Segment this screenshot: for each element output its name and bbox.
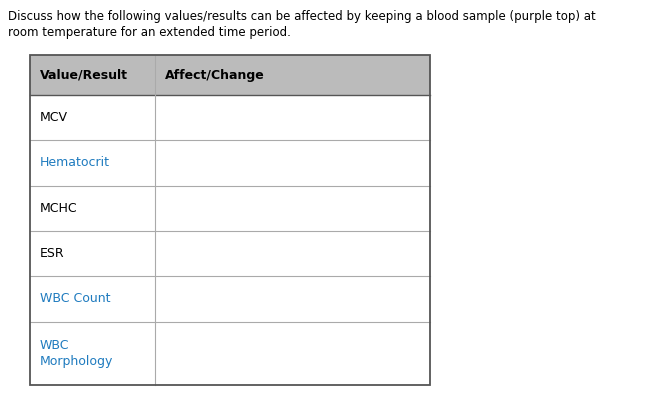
Text: WBC
Morphology: WBC Morphology [40, 339, 114, 368]
Text: room temperature for an extended time period.: room temperature for an extended time pe… [8, 26, 291, 39]
Text: Hematocrit: Hematocrit [40, 156, 110, 169]
Text: MCV: MCV [40, 111, 68, 124]
Text: Affect/Change: Affect/Change [165, 68, 265, 81]
Bar [30, 55, 430, 95]
Bar [30, 276, 430, 322]
Bar [30, 186, 430, 231]
Bar [30, 231, 430, 276]
Bar [30, 95, 430, 140]
Bar [30, 55, 430, 385]
Text: WBC Count: WBC Count [40, 292, 110, 305]
Text: Value/Result: Value/Result [40, 68, 128, 81]
Text: Discuss how the following values/results can be affected by keeping a blood samp: Discuss how the following values/results… [8, 10, 596, 23]
Text: ESR: ESR [40, 247, 65, 260]
Bar [30, 322, 430, 385]
Bar [30, 140, 430, 186]
Text: MCHC: MCHC [40, 202, 77, 215]
